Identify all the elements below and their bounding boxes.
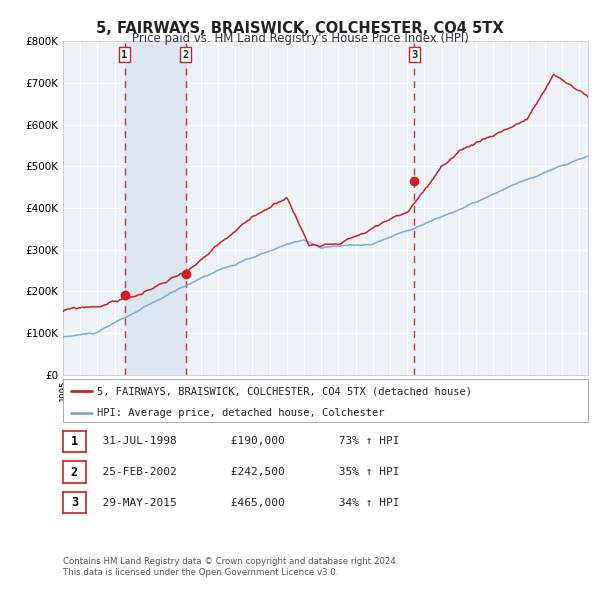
Text: 25-FEB-2002        £242,500        35% ↑ HPI: 25-FEB-2002 £242,500 35% ↑ HPI xyxy=(89,467,400,477)
Text: HPI: Average price, detached house, Colchester: HPI: Average price, detached house, Colc… xyxy=(97,408,385,418)
Text: 3: 3 xyxy=(71,496,78,509)
Text: 1: 1 xyxy=(121,50,128,60)
Text: This data is licensed under the Open Government Licence v3.0.: This data is licensed under the Open Gov… xyxy=(63,568,338,577)
Text: 29-MAY-2015        £465,000        34% ↑ HPI: 29-MAY-2015 £465,000 34% ↑ HPI xyxy=(89,498,400,507)
Text: 2: 2 xyxy=(71,466,78,478)
Text: 5, FAIRWAYS, BRAISWICK, COLCHESTER, CO4 5TX: 5, FAIRWAYS, BRAISWICK, COLCHESTER, CO4 … xyxy=(96,21,504,35)
Text: 3: 3 xyxy=(411,50,418,60)
Bar xyxy=(125,41,185,375)
Text: 2: 2 xyxy=(182,50,188,60)
Text: Price paid vs. HM Land Registry's House Price Index (HPI): Price paid vs. HM Land Registry's House … xyxy=(131,32,469,45)
Text: Contains HM Land Registry data © Crown copyright and database right 2024.: Contains HM Land Registry data © Crown c… xyxy=(63,557,398,566)
Text: 31-JUL-1998        £190,000        73% ↑ HPI: 31-JUL-1998 £190,000 73% ↑ HPI xyxy=(89,437,400,446)
Text: 5, FAIRWAYS, BRAISWICK, COLCHESTER, CO4 5TX (detached house): 5, FAIRWAYS, BRAISWICK, COLCHESTER, CO4 … xyxy=(97,386,472,396)
Text: 1: 1 xyxy=(71,435,78,448)
